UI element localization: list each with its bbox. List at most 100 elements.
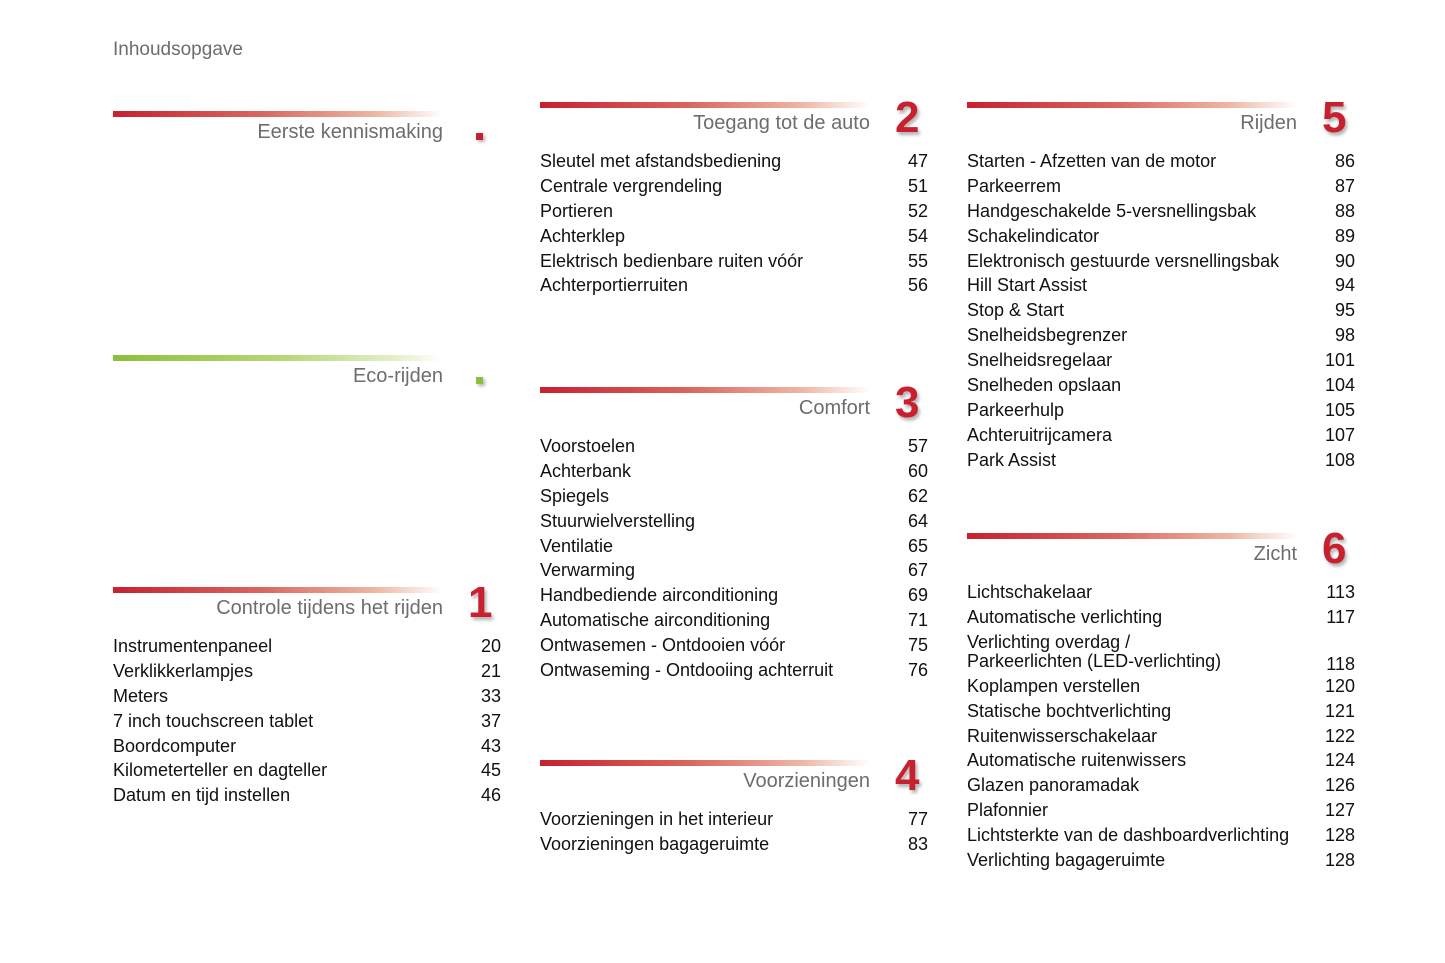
- entry-label: Instrumentenpaneel: [113, 636, 273, 656]
- toc-entry[interactable]: Ontwasemen - Ontdooien vóór 75: [540, 633, 928, 658]
- toc-entry[interactable]: Verlichting bagageruimte 128: [967, 848, 1355, 873]
- toc-entry[interactable]: Verklikkerlampjes 21: [113, 659, 501, 684]
- toc-entry[interactable]: Handbediende airconditioning 69: [540, 583, 928, 608]
- entry-label: 7 inch touchscreen tablet: [113, 710, 314, 731]
- toc-entry[interactable]: 7 inch touchscreen tablet 37: [113, 709, 501, 734]
- toc-entry[interactable]: Statische bochtverlichting 121: [967, 699, 1355, 724]
- toc-entry[interactable]: Achteruitrijcamera 107: [967, 423, 1355, 448]
- toc-entry[interactable]: Portieren 52: [540, 199, 928, 224]
- section-title[interactable]: Eerste kennismaking: [257, 121, 443, 143]
- toc-entry[interactable]: Starten - Afzetten van de motor 86: [967, 149, 1355, 174]
- entry-page: 54: [907, 225, 928, 246]
- section-title[interactable]: Zicht: [1253, 543, 1297, 565]
- toc-entry[interactable]: Voorstoelen 57: [540, 434, 928, 459]
- entry-label: Ontwasemen - Ontdooien vóór: [540, 635, 786, 656]
- toc-entry[interactable]: Voorzieningen in het interieur 77: [540, 807, 928, 832]
- entry-page: 124: [1324, 750, 1355, 771]
- toc-entry[interactable]: Ontwaseming - Ontdooiing achterruit 76: [540, 658, 928, 683]
- section-bar: [113, 587, 443, 593]
- entry-page: 105: [1324, 399, 1355, 420]
- toc-entry[interactable]: Lichtschakelaar 113: [967, 580, 1355, 605]
- entry-label: Sleutel met afstandsbediening: [540, 151, 782, 171]
- toc-entry[interactable]: Snelheidsbegrenzer 98: [967, 323, 1355, 348]
- toc-entry[interactable]: Glazen panoramadak 126: [967, 773, 1355, 798]
- toc-entry[interactable]: Instrumentenpaneel 20: [113, 634, 501, 659]
- toc-entry[interactable]: Kilometerteller en dagteller 45: [113, 758, 501, 783]
- toc-entry[interactable]: Automatische verlichting 117: [967, 605, 1355, 630]
- toc-entry[interactable]: Ventilatie 65: [540, 534, 928, 559]
- entry-label: Achterportierruiten: [540, 275, 689, 296]
- entry-label: Portieren: [540, 200, 614, 221]
- section-bar: [113, 111, 443, 117]
- entry-page: 118: [1326, 653, 1355, 674]
- section-items: Lichtschakelaar 113 Automatische verlich…: [967, 580, 1355, 873]
- toc-entry[interactable]: Automatische ruitenwissers 124: [967, 748, 1355, 773]
- toc-entry[interactable]: Achterportierruiten 56: [540, 273, 928, 298]
- entry-label: Glazen panoramadak: [967, 775, 1140, 796]
- entry-label: Achterbank: [540, 460, 632, 481]
- toc-entry[interactable]: Spiegels 62: [540, 484, 928, 509]
- section-items: Sleutel met afstandsbediening 47 Central…: [540, 149, 928, 298]
- toc-entry[interactable]: Boordcomputer 43: [113, 734, 501, 759]
- section-title[interactable]: Controle tijdens het rijden: [216, 597, 443, 619]
- entry-page: 128: [1324, 850, 1355, 870]
- toc-entry[interactable]: Snelheden opslaan 104: [967, 373, 1355, 398]
- section-title[interactable]: Eco-rijden: [352, 365, 443, 387]
- entry-label: Statische bochtverlichting: [967, 700, 1172, 721]
- section-title[interactable]: Voorzieningen: [743, 770, 870, 792]
- toc-entry[interactable]: Centrale vergrendeling 51: [540, 174, 928, 199]
- entry-label: Park Assist: [967, 449, 1057, 470]
- chapter-number: 2: [895, 93, 920, 142]
- entry-page: 46: [480, 785, 501, 806]
- section-bar: [540, 387, 870, 393]
- entry-page: 62: [907, 485, 928, 506]
- entry-label: Snelheidsregelaar: [967, 350, 1113, 371]
- entry-label: Datum en tijd instellen: [113, 785, 291, 806]
- toc-entry[interactable]: Achterbank 60: [540, 459, 928, 484]
- toc-entry[interactable]: Schakelindicator 89: [967, 224, 1355, 249]
- entry-page: 87: [1334, 175, 1355, 196]
- entry-page: 113: [1326, 581, 1355, 602]
- entry-page: 75: [907, 635, 928, 656]
- toc-entry[interactable]: Elektrisch bedienbare ruiten vóór 55: [540, 249, 928, 274]
- toc-entry[interactable]: Snelheidsregelaar 101: [967, 348, 1355, 373]
- entry-label: Verlichting bagageruimte: [967, 850, 1166, 871]
- toc-entry[interactable]: Hill Start Assist 94: [967, 273, 1355, 298]
- entry-page: 45: [480, 760, 501, 781]
- section-title[interactable]: Comfort: [798, 397, 870, 419]
- section-items: Voorzieningen in het interieur 77 Voorzi…: [540, 807, 928, 857]
- entry-label: Verlichting overdag / Parkeerlichten (LE…: [967, 631, 1222, 671]
- entry-label: Elektrisch bedienbare ruiten vóór: [540, 250, 804, 271]
- entry-page: 51: [907, 175, 928, 196]
- section-bar: [967, 102, 1297, 108]
- entry-page: 117: [1326, 606, 1355, 627]
- toc-entry[interactable]: Parkeerrem 87: [967, 174, 1355, 199]
- entry-page: 47: [907, 150, 928, 171]
- toc-entry[interactable]: Elektronisch gestuurde versnellingsbak 9…: [967, 249, 1355, 274]
- toc-entry[interactable]: Verlichting overdag / Parkeerlichten (LE…: [967, 630, 1355, 674]
- chapter-number: 5: [1322, 93, 1347, 142]
- toc-entry[interactable]: Meters 33: [113, 684, 501, 709]
- toc-entry[interactable]: Handgeschakelde 5-versnellingsbak 88: [967, 199, 1355, 224]
- toc-entry[interactable]: Verwarming 67: [540, 558, 928, 583]
- toc-entry[interactable]: Sleutel met afstandsbediening 47: [540, 149, 928, 174]
- entry-label: Verwarming: [540, 560, 636, 581]
- toc-entry[interactable]: Stop & Start 95: [967, 298, 1355, 323]
- section-title[interactable]: Toegang tot de auto: [693, 112, 870, 134]
- toc-entry[interactable]: Koplampen verstellen 120: [967, 674, 1355, 699]
- toc-entry[interactable]: Parkeerhulp 105: [967, 398, 1355, 423]
- toc-entry[interactable]: Park Assist 108: [967, 448, 1355, 473]
- entry-page: 57: [907, 435, 928, 456]
- toc-entry[interactable]: Voorzieningen bagageruimte 83: [540, 832, 928, 857]
- toc-entry[interactable]: Plafonnier 127: [967, 798, 1355, 823]
- toc-entry[interactable]: Ruitenwisserschakelaar 122: [967, 724, 1355, 749]
- section-title[interactable]: Rijden: [1240, 112, 1297, 134]
- toc-entry[interactable]: Stuurwielverstelling 64: [540, 509, 928, 534]
- toc-entry[interactable]: Achterklep 54: [540, 224, 928, 249]
- entry-label: Stuurwielverstelling: [540, 510, 696, 531]
- section-items: Starten - Afzetten van de motor 86 Parke…: [967, 149, 1355, 473]
- toc-entry[interactable]: Datum en tijd instellen 46: [113, 783, 501, 808]
- toc-entry[interactable]: Lichtsterkte van de dashboardverlichting…: [967, 823, 1355, 848]
- toc-entry[interactable]: Automatische airconditioning 71: [540, 608, 928, 633]
